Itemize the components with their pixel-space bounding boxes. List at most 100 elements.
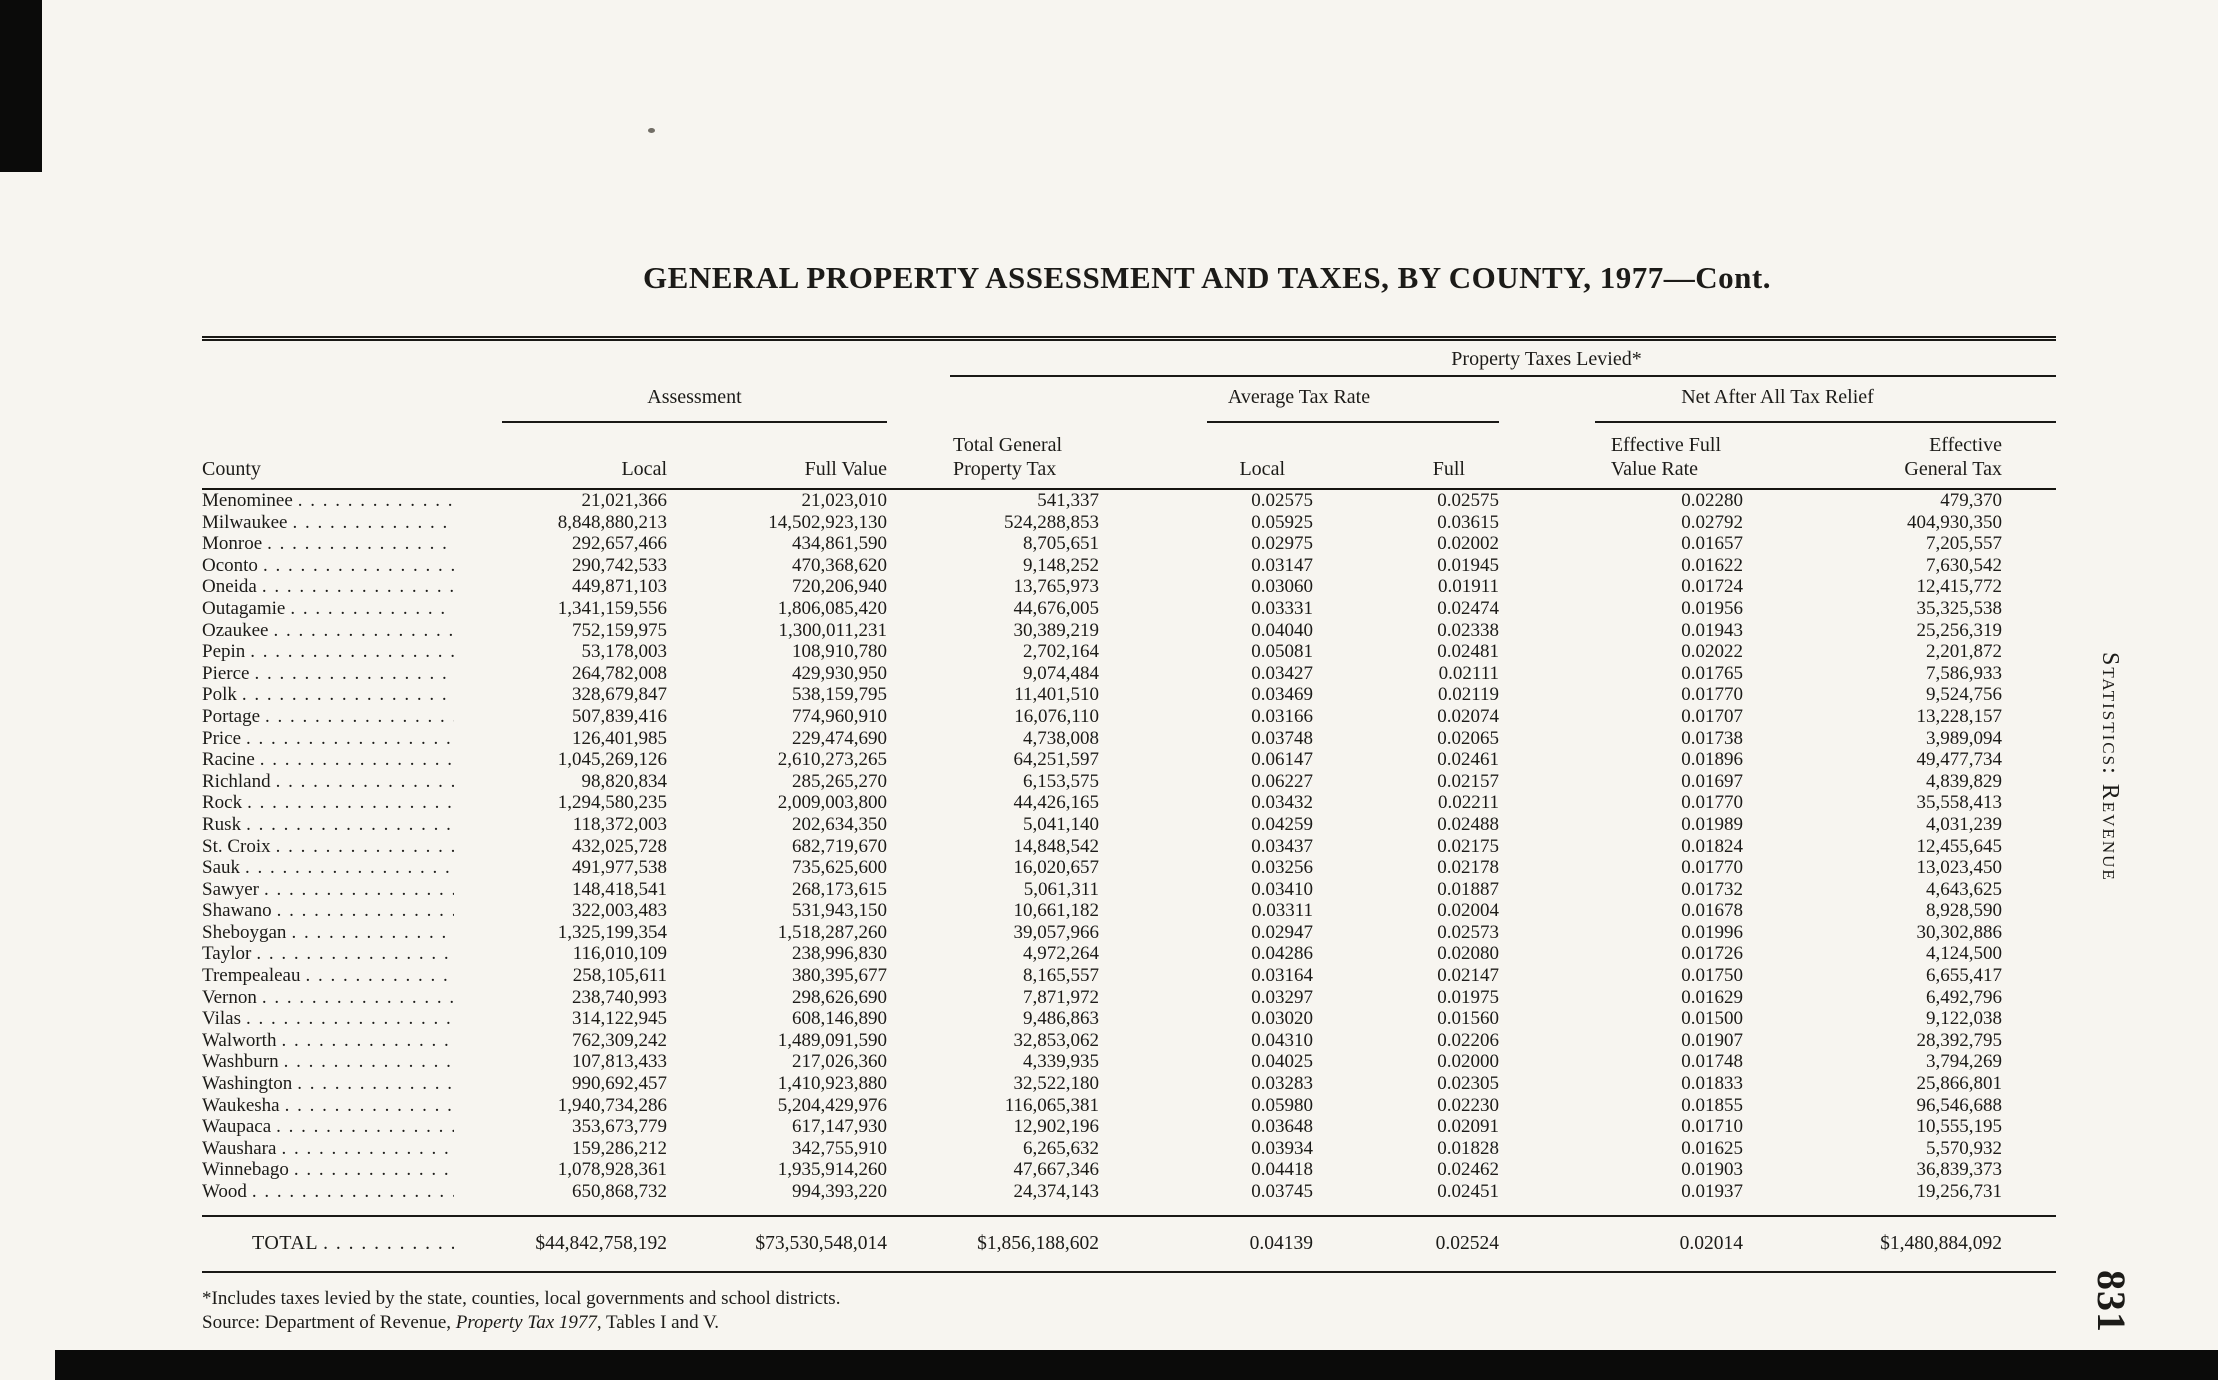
- effective-general-tax-cell: 4,643,625: [1926, 878, 2003, 900]
- county-name: Outagamie: [202, 597, 286, 619]
- effective-full-value-rate-cell: 0.01907: [1681, 1029, 1743, 1051]
- net-after-relief-rule: [1595, 421, 2057, 423]
- total-effective-general-tax-cell: $1,480,884,092: [1743, 1214, 2057, 1274]
- source-prefix: Source: Department of Revenue,: [202, 1311, 456, 1333]
- effective-general-tax-cell: 13,228,157: [1916, 705, 2003, 727]
- full-value-cell: 5,204,429,976: [777, 1094, 887, 1116]
- rate-local-cell: 0.03166: [1251, 705, 1313, 727]
- rate-full-cell: 0.02451: [1437, 1181, 1499, 1202]
- rate-local-cell: 0.06227: [1251, 770, 1313, 792]
- dot-leader: [281, 1138, 454, 1160]
- rate-local-cell: 0.03934: [1251, 1137, 1313, 1159]
- county-name: Milwaukee: [202, 511, 288, 533]
- rate-full-cell: 0.02488: [1437, 813, 1499, 835]
- dot-leader: [250, 641, 454, 663]
- county-name: Rock: [202, 792, 243, 814]
- county-row: Walworth 762,309,242 1,489,091,590 32,853,0…: [202, 1030, 2056, 1052]
- scan-artifact-bottom-bar: [55, 1350, 2218, 1380]
- effective-general-tax-cell: 19,256,731: [1916, 1181, 2003, 1202]
- assessment-rule: [502, 421, 887, 423]
- county-cell: Sauk: [202, 857, 502, 879]
- full-value-cell: 108,910,780: [792, 641, 887, 663]
- effective-full-value-rate-cell: 0.01622: [1681, 554, 1743, 576]
- rate-local-cell: 0.06147: [1251, 749, 1313, 771]
- effective-full-value-rate-cell: 0.01996: [1681, 921, 1743, 943]
- county-cell: Monroe: [202, 533, 502, 555]
- rate-full-cell: 0.02461: [1437, 749, 1499, 771]
- county-name: Shawano: [202, 900, 272, 922]
- dot-leader: [298, 490, 454, 512]
- full-value-cell: 229,474,690: [792, 727, 887, 749]
- effective-general-tax-cell: 4,839,829: [1926, 770, 2003, 792]
- effective-general-tax-cell: 9,122,038: [1926, 1008, 2003, 1030]
- county-row: Price 126,401,985 229,474,690 4,738,008 0.03…: [202, 728, 2056, 750]
- property-tax-table: Property Taxes Levied* Assessment Averag…: [202, 336, 2057, 1335]
- county-name: Oneida: [202, 576, 257, 598]
- assessment-local-cell: 21,021,366: [581, 490, 668, 511]
- effective-full-value-rate-cell: 0.01629: [1681, 986, 1743, 1008]
- county-row: Milwaukee 8,848,880,213 14,502,923,130 524,…: [202, 512, 2056, 534]
- total-general-property-tax-cell: 5,061,311: [1023, 878, 1099, 900]
- total-general-property-tax-cell: 9,148,252: [1023, 554, 1099, 576]
- dot-leader: [306, 965, 455, 987]
- total-general-property-tax-cell: 39,057,966: [1013, 921, 1100, 943]
- county-cell: Shawano: [202, 900, 502, 922]
- county-cell: Waushara: [202, 1138, 502, 1160]
- effective-full-value-rate-cell: 0.01896: [1681, 749, 1743, 771]
- header-group-net-after-relief: Net After All Tax Relief: [1499, 377, 2057, 423]
- county-row: Menominee 21,021,366 21,023,010 541,337 0.02…: [202, 489, 2056, 512]
- full-value-cell: 14,502,923,130: [768, 511, 887, 533]
- scan-artifact-top-left: [0, 0, 42, 172]
- county-cell: Oneida: [202, 576, 502, 598]
- header-effective-full-value-rate: Effective Full Value Rate: [1499, 423, 1743, 490]
- assessment-local-cell: 126,401,985: [572, 727, 667, 749]
- assessment-local-cell: 314,122,945: [572, 1008, 667, 1030]
- rate-full-cell: 0.01828: [1437, 1137, 1499, 1159]
- county-name: Pierce: [202, 662, 250, 684]
- rate-full-cell: 0.01975: [1437, 986, 1499, 1008]
- header-line-1: Effective: [1929, 434, 2003, 456]
- county-name: Racine: [202, 749, 255, 771]
- footnote-source: Source: Department of Revenue, Property …: [202, 1311, 2056, 1335]
- effective-general-tax-cell: 49,477,734: [1916, 749, 2003, 771]
- effective-general-tax-cell: 3,794,269: [1926, 1051, 2003, 1073]
- county-cell: Waukesha: [202, 1095, 502, 1117]
- rate-local-cell: 0.03311: [1251, 900, 1313, 922]
- effective-full-value-rate-cell: 0.01657: [1681, 533, 1743, 555]
- full-value-cell: 21,023,010: [801, 490, 888, 511]
- county-row: Polk 328,679,847 538,159,795 11,401,510 0.03…: [202, 684, 2056, 706]
- full-value-cell: 434,861,590: [792, 533, 887, 555]
- total-section: TOTAL $44,842,758,192$73,530,548,014$1,85…: [202, 1214, 2057, 1274]
- assessment-local-cell: 107,813,433: [572, 1051, 667, 1073]
- effective-full-value-rate-cell: 0.01500: [1681, 1008, 1743, 1030]
- dot-leader: [265, 706, 454, 728]
- source-suffix: , Tables I and V.: [596, 1311, 720, 1333]
- total-general-property-tax-cell: 8,165,557: [1023, 965, 1099, 987]
- effective-general-tax-cell: 30,302,886: [1916, 921, 2003, 943]
- total-general-property-tax-cell: 16,076,110: [1014, 705, 1099, 727]
- assessment-local-cell: 353,673,779: [572, 1116, 667, 1138]
- total-rate-local-cell: 0.04139: [1099, 1214, 1313, 1274]
- total-rate-full-cell: 0.02524: [1313, 1214, 1499, 1274]
- rate-full-cell: 0.03615: [1437, 511, 1499, 533]
- county-name: Rusk: [202, 813, 242, 835]
- header-spacer: [202, 341, 887, 377]
- assessment-local-cell: 1,294,580,235: [557, 792, 667, 814]
- rate-full-cell: 0.02474: [1437, 597, 1499, 619]
- rate-full-cell: 0.02338: [1437, 619, 1499, 641]
- assessment-local-cell: 264,782,008: [572, 662, 667, 684]
- effective-full-value-rate-cell: 0.02792: [1681, 511, 1743, 533]
- assessment-local-cell: 116,010,109: [572, 943, 667, 965]
- rate-local-cell: 0.05925: [1251, 511, 1313, 533]
- rate-local-cell: 0.03427: [1251, 662, 1313, 684]
- county-cell: Trempealeau: [202, 965, 502, 987]
- county-cell: Polk: [202, 684, 502, 706]
- net-after-relief-label: Net After All Tax Relief: [1681, 386, 1874, 408]
- county-name: Washburn: [202, 1051, 279, 1073]
- assessment-local-cell: 1,325,199,354: [557, 921, 667, 943]
- county-row: Sawyer 148,418,541 268,173,615 5,061,311 0.0…: [202, 879, 2056, 901]
- total-general-property-tax-cell: 6,265,632: [1023, 1137, 1099, 1159]
- total-general-property-tax-cell: 30,389,219: [1013, 619, 1100, 641]
- county-name: Oconto: [202, 554, 258, 576]
- county-name: St. Croix: [202, 835, 271, 857]
